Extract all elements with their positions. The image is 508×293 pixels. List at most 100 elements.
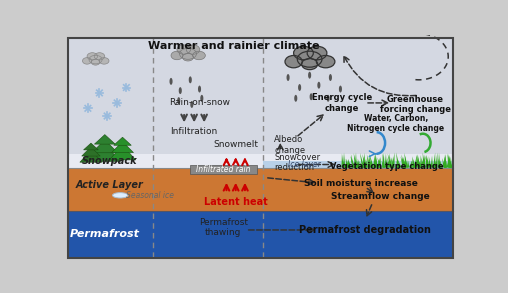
Ellipse shape: [182, 53, 194, 61]
Polygon shape: [433, 161, 435, 168]
Ellipse shape: [298, 84, 301, 91]
Ellipse shape: [179, 87, 182, 94]
Polygon shape: [438, 153, 440, 168]
Polygon shape: [446, 161, 449, 168]
Bar: [68, 211, 453, 258]
Polygon shape: [89, 144, 120, 161]
Polygon shape: [114, 137, 131, 145]
Polygon shape: [425, 156, 429, 168]
Polygon shape: [401, 154, 405, 168]
Bar: [68, 154, 453, 168]
Text: Warmer and rainier climate: Warmer and rainier climate: [148, 41, 320, 51]
Ellipse shape: [171, 51, 183, 60]
Polygon shape: [449, 154, 452, 168]
Polygon shape: [82, 147, 100, 156]
Polygon shape: [369, 154, 374, 168]
Text: Snowpack: Snowpack: [82, 156, 137, 166]
Bar: [89, 157, 92, 162]
Polygon shape: [347, 159, 350, 168]
Polygon shape: [440, 160, 442, 168]
Polygon shape: [404, 156, 406, 168]
Ellipse shape: [308, 72, 311, 79]
Polygon shape: [434, 159, 437, 168]
Polygon shape: [373, 155, 375, 168]
Polygon shape: [389, 153, 392, 168]
Ellipse shape: [339, 86, 342, 93]
Polygon shape: [444, 157, 447, 168]
Polygon shape: [433, 153, 435, 168]
Polygon shape: [392, 157, 394, 168]
Polygon shape: [370, 160, 372, 168]
Ellipse shape: [89, 55, 102, 64]
Polygon shape: [348, 159, 352, 168]
Ellipse shape: [307, 46, 327, 60]
Polygon shape: [448, 156, 453, 168]
Text: Permafrost degradation: Permafrost degradation: [299, 225, 431, 235]
Polygon shape: [362, 160, 364, 168]
Ellipse shape: [91, 59, 100, 65]
Text: Permafrost: Permafrost: [70, 229, 140, 239]
Polygon shape: [83, 143, 99, 150]
Polygon shape: [410, 160, 412, 168]
Polygon shape: [369, 159, 373, 168]
Polygon shape: [387, 158, 391, 168]
Polygon shape: [378, 158, 380, 168]
Polygon shape: [402, 159, 406, 168]
Polygon shape: [448, 156, 452, 168]
Polygon shape: [426, 155, 428, 168]
Polygon shape: [383, 153, 385, 168]
Polygon shape: [112, 142, 134, 153]
Polygon shape: [94, 134, 115, 144]
Polygon shape: [351, 156, 355, 168]
Ellipse shape: [287, 74, 290, 81]
Ellipse shape: [198, 86, 201, 93]
Polygon shape: [403, 157, 406, 168]
Text: Snowcover
reduction: Snowcover reduction: [274, 153, 321, 172]
Polygon shape: [396, 161, 399, 168]
Ellipse shape: [297, 51, 322, 67]
Polygon shape: [424, 154, 426, 168]
Polygon shape: [419, 161, 423, 168]
Polygon shape: [396, 152, 400, 168]
Polygon shape: [362, 154, 367, 168]
Ellipse shape: [177, 97, 180, 104]
Polygon shape: [363, 153, 365, 168]
Polygon shape: [417, 156, 420, 168]
Text: Rain-on-snow: Rain-on-snow: [169, 98, 230, 108]
Polygon shape: [360, 153, 364, 168]
Polygon shape: [377, 161, 380, 168]
Text: Snowmelt: Snowmelt: [213, 140, 258, 149]
Ellipse shape: [329, 74, 332, 81]
Ellipse shape: [294, 95, 297, 102]
Polygon shape: [344, 161, 347, 168]
Polygon shape: [367, 154, 370, 168]
Polygon shape: [346, 159, 349, 168]
Polygon shape: [357, 160, 359, 168]
Ellipse shape: [189, 76, 192, 83]
Polygon shape: [419, 161, 423, 168]
Ellipse shape: [186, 45, 200, 54]
Polygon shape: [109, 145, 136, 160]
Bar: [68, 168, 453, 211]
Bar: [103, 156, 106, 161]
Text: Infiltrated rain: Infiltrated rain: [196, 165, 250, 174]
Polygon shape: [414, 160, 416, 168]
Text: Active Layer: Active Layer: [76, 180, 143, 190]
Ellipse shape: [99, 58, 109, 64]
Ellipse shape: [302, 59, 318, 70]
Text: Soil moisture increase: Soil moisture increase: [304, 178, 418, 188]
Polygon shape: [448, 153, 451, 168]
Polygon shape: [382, 161, 385, 168]
Text: Infiltration: Infiltration: [171, 127, 218, 136]
Ellipse shape: [200, 95, 203, 102]
Polygon shape: [368, 154, 370, 168]
Ellipse shape: [318, 82, 321, 89]
Polygon shape: [355, 153, 357, 168]
Polygon shape: [418, 155, 421, 168]
Polygon shape: [412, 156, 415, 168]
Text: Vegetation type change: Vegetation type change: [330, 161, 443, 171]
Polygon shape: [438, 161, 440, 168]
Text: Albedo
change: Albedo change: [274, 135, 305, 155]
Polygon shape: [377, 158, 382, 168]
Bar: [264, 161, 453, 168]
